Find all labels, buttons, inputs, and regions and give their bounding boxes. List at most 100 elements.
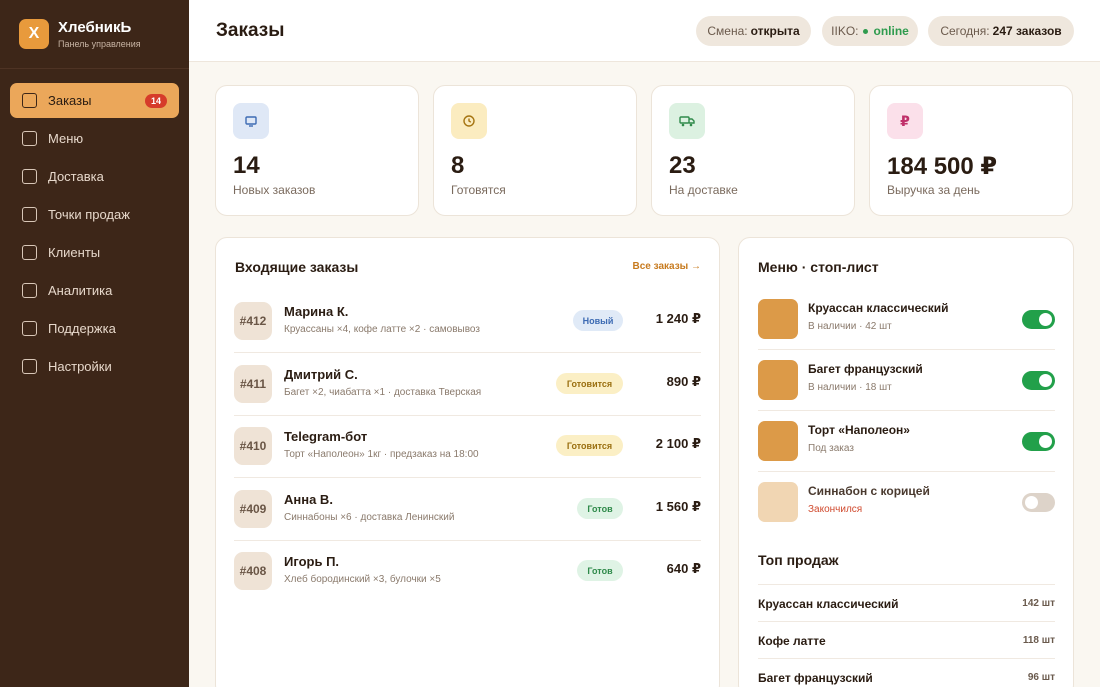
top-sales-row: Круассан классический 142 шт [758,584,1055,621]
availability-toggle[interactable] [1022,432,1055,451]
sidebar-item-label: Доставка [48,169,104,184]
order-row[interactable]: #412 Марина К. Круассаны ×4, кофе латте … [234,290,701,353]
order-description: Торт «Наполеон» 1кг · предзаказ на 18:00 [284,449,479,460]
sidebar-item-label: Аналитика [48,283,113,298]
menu-item-stock: Под заказ [808,443,854,454]
all-orders-link[interactable]: Все заказы → [632,261,701,272]
order-customer: Анна В. [284,492,333,507]
sidebar-item-label: Меню [48,131,84,146]
sidebar-item-orders[interactable]: Заказы 14 [10,83,179,118]
menu-item-name: Багет французский [808,362,923,376]
order-row[interactable]: #408 Игорь П. Хлеб бородинский ×3, булоч… [234,540,701,603]
menu-item-name: Круассан классический [808,301,949,315]
top-sales-count: 142 шт [1022,598,1055,609]
stat-value: 14 [233,152,260,179]
top-sales-row: Кофе латте 118 шт [758,621,1055,658]
sidebar-item-label: Точки продаж [48,207,130,222]
order-price: 1 240 ₽ [655,311,701,326]
top-sales-name: Багет французский [758,671,873,685]
menu-item: Круассан классический В наличии · 42 шт [758,289,1055,350]
today-label: Сегодня: [940,24,990,38]
product-thumbnail [758,299,798,339]
menu-item: Торт «Наполеон» Под заказ [758,411,1055,472]
sidebar-item-label: Заказы [48,93,92,108]
sidebar-item-label: Клиенты [48,245,101,260]
order-id: #408 [234,552,272,590]
page-title: Заказы [216,20,285,41]
sidebar: Х ХлебникЬ Панель управления Заказы 14 М… [0,0,189,687]
sidebar-item-label: Настройки [48,359,112,374]
stat-value: 23 [669,152,696,179]
sidebar-item-menu[interactable]: Меню [10,121,179,156]
ruble-icon: ₽ [887,103,923,139]
order-id: #411 [234,365,272,403]
sidebar-item-delivery[interactable]: Доставка [10,159,179,194]
top-header: Заказы Смена: открыта IIKO: online Сегодня… [189,0,1100,62]
order-description: Круассаны ×4, кофе латте ×2 · самовывоз [284,324,480,335]
order-price: 2 100 ₽ [655,436,701,451]
panel-title: Меню · стоп-лист [758,259,879,275]
menu-icon [22,131,37,146]
top-sales-name: Круассан классический [758,597,899,611]
brand: Х ХлебникЬ Панель управления [0,0,189,69]
stat-label: Выручка за день [887,183,981,197]
stat-card-cooking[interactable]: 8 Готовятся [433,85,637,216]
settings-icon [22,359,37,374]
top-sales-count: 118 шт [1022,635,1055,646]
order-description: Багет ×2, чиабатта ×1 · доставка Тверска… [284,387,482,398]
truck-icon [669,103,705,139]
brand-logo: Х [19,19,49,49]
today-value: 247 заказов [992,24,1062,38]
status-badge: Готовится [556,435,623,456]
analytics-icon [22,283,37,298]
status-badge: Готов [577,498,623,519]
order-row[interactable]: #411 Дмитрий С. Багет ×2, чиабатта ×1 · … [234,353,701,416]
today-orders-pill: Сегодня: 247 заказов [928,16,1074,46]
menu-item-stock: Закончился [808,504,863,515]
order-description: Хлеб бородинский ×3, булочки ×5 [284,574,441,585]
order-description: Синнабоны ×6 · доставка Ленинский [284,512,455,523]
status-badge: Готовится [556,373,623,394]
outlets-icon [22,207,37,222]
availability-toggle[interactable] [1022,493,1055,512]
sidebar-item-support[interactable]: Поддержка [10,311,179,346]
orders-count-badge: 14 [144,94,167,108]
order-customer: Дмитрий С. [284,367,358,382]
stat-card-revenue[interactable]: ₽ 184 500 ₽ Выручка за день [869,85,1073,216]
sidebar-item-analytics[interactable]: Аналитика [10,273,179,308]
stat-label: На доставке [669,183,738,197]
stat-card-delivery[interactable]: 23 На доставке [651,85,855,216]
product-thumbnail [758,482,798,522]
shift-label: Смена: [707,24,748,38]
order-row[interactable]: #410 Telegram-бот Торт «Наполеон» 1кг · … [234,415,701,478]
sidebar-item-settings[interactable]: Настройки [10,349,179,384]
stat-value: 8 [451,152,465,179]
online-dot-icon [862,28,868,34]
sidebar-item-outlets[interactable]: Точки продаж [10,197,179,232]
iiko-label: IIKO: [831,24,859,38]
panel-title: Входящие заказы [235,259,359,275]
order-id: #409 [234,490,272,528]
order-price: 1 560 ₽ [655,499,701,514]
iiko-status-pill: IIKO: online [822,16,918,46]
product-thumbnail [758,360,798,400]
incoming-orders-panel: Входящие заказы Все заказы → #412 Марина… [215,237,720,687]
menu-item-stock: В наличии · 42 шт [808,321,892,332]
top-sales-count: 96 шт [1027,672,1055,683]
order-id: #410 [234,427,272,465]
menu-stoplist-panel: Меню · стоп-лист Круассан классический В… [738,237,1074,687]
stat-card-new[interactable]: 14 Новых заказов [215,85,419,216]
order-row[interactable]: #409 Анна В. Синнабоны ×6 · доставка Лен… [234,478,701,541]
top-sales-row: Багет французский 96 шт [758,658,1055,687]
tray-icon [233,103,269,139]
sidebar-item-clients[interactable]: Клиенты [10,235,179,270]
availability-toggle[interactable] [1022,371,1055,390]
clients-icon [22,245,37,260]
availability-toggle[interactable] [1022,310,1055,329]
order-customer: Telegram-бот [284,429,368,444]
status-badge: Новый [573,310,623,331]
sidebar-item-label: Поддержка [48,321,116,336]
product-thumbnail [758,421,798,461]
support-icon [22,321,37,336]
brand-name: ХлебникЬ [58,18,132,36]
